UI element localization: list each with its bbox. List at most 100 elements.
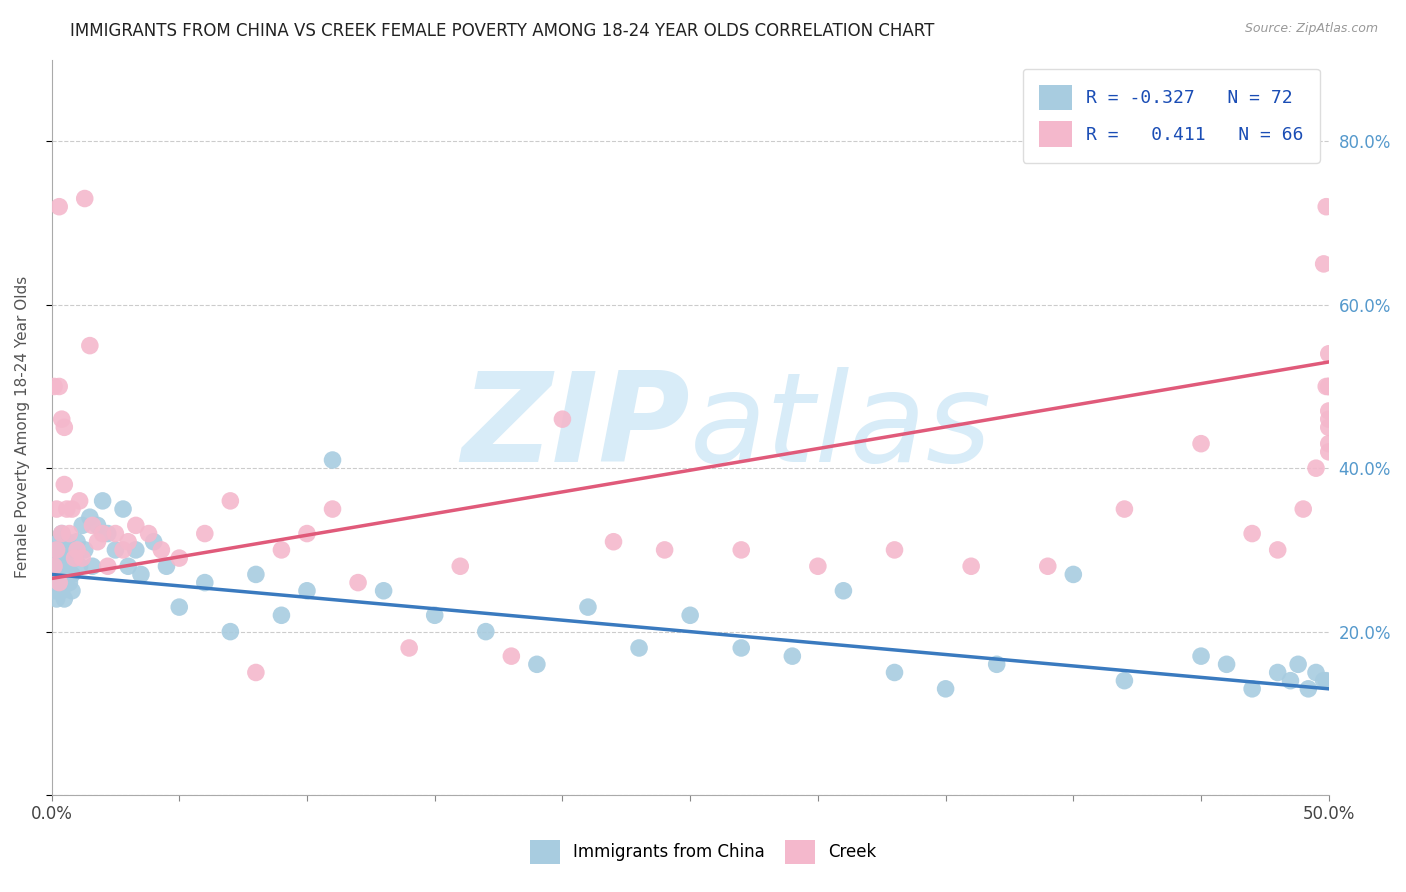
Point — [79, 338, 101, 352]
Point — [1317, 379, 1340, 393]
Point — [576, 600, 599, 615]
Point — [53, 551, 76, 566]
Point — [1036, 559, 1059, 574]
Point — [730, 542, 752, 557]
Point — [82, 518, 104, 533]
Point — [104, 526, 127, 541]
Point — [322, 453, 344, 467]
Point — [56, 559, 79, 574]
Text: ZIP: ZIP — [461, 367, 690, 488]
Point — [53, 567, 76, 582]
Point — [56, 534, 79, 549]
Point — [69, 494, 91, 508]
Point — [42, 583, 65, 598]
Point — [1305, 665, 1327, 680]
Point — [48, 542, 70, 557]
Point — [58, 526, 80, 541]
Point — [51, 526, 73, 541]
Point — [138, 526, 160, 541]
Point — [1317, 404, 1340, 418]
Point — [832, 583, 855, 598]
Point — [66, 542, 89, 557]
Point — [51, 412, 73, 426]
Point — [56, 502, 79, 516]
Point — [91, 526, 114, 541]
Point — [782, 649, 804, 664]
Point — [53, 420, 76, 434]
Point — [1114, 673, 1136, 688]
Point — [1312, 673, 1334, 688]
Point — [270, 608, 292, 623]
Point — [58, 575, 80, 590]
Point — [1267, 665, 1289, 680]
Point — [883, 665, 905, 680]
Legend: R = -0.327   N = 72, R =   0.411   N = 66: R = -0.327 N = 72, R = 0.411 N = 66 — [1022, 69, 1320, 163]
Legend: Immigrants from China, Creek: Immigrants from China, Creek — [523, 833, 883, 871]
Point — [51, 583, 73, 598]
Point — [1315, 673, 1337, 688]
Point — [48, 379, 70, 393]
Text: Source: ZipAtlas.com: Source: ZipAtlas.com — [1244, 22, 1378, 36]
Point — [654, 542, 676, 557]
Point — [45, 591, 67, 606]
Point — [104, 542, 127, 557]
Point — [63, 551, 86, 566]
Point — [79, 510, 101, 524]
Point — [194, 575, 217, 590]
Point — [1189, 649, 1212, 664]
Text: atlas: atlas — [690, 367, 993, 488]
Point — [69, 559, 91, 574]
Point — [245, 567, 267, 582]
Point — [45, 575, 67, 590]
Point — [117, 559, 139, 574]
Point — [883, 542, 905, 557]
Point — [60, 583, 83, 598]
Point — [1312, 257, 1334, 271]
Point — [70, 551, 93, 566]
Point — [501, 649, 523, 664]
Point — [60, 567, 83, 582]
Point — [125, 518, 148, 533]
Point — [48, 575, 70, 590]
Point — [295, 526, 318, 541]
Point — [1317, 347, 1340, 361]
Point — [97, 559, 120, 574]
Point — [125, 542, 148, 557]
Point — [112, 542, 135, 557]
Point — [1317, 412, 1340, 426]
Point — [70, 518, 93, 533]
Point — [1189, 436, 1212, 450]
Point — [449, 559, 471, 574]
Point — [526, 657, 548, 672]
Point — [60, 502, 83, 516]
Point — [1215, 657, 1237, 672]
Point — [960, 559, 983, 574]
Point — [1114, 502, 1136, 516]
Point — [1305, 461, 1327, 475]
Point — [86, 534, 108, 549]
Point — [398, 640, 420, 655]
Point — [935, 681, 957, 696]
Point — [986, 657, 1008, 672]
Point — [97, 526, 120, 541]
Point — [373, 583, 395, 598]
Point — [245, 665, 267, 680]
Point — [807, 559, 830, 574]
Point — [551, 412, 574, 426]
Point — [322, 502, 344, 516]
Point — [42, 542, 65, 557]
Point — [423, 608, 446, 623]
Point — [45, 559, 67, 574]
Point — [1279, 673, 1302, 688]
Point — [48, 575, 70, 590]
Point — [1315, 379, 1337, 393]
Point — [679, 608, 702, 623]
Point — [86, 518, 108, 533]
Point — [53, 591, 76, 606]
Point — [1317, 445, 1340, 459]
Point — [48, 567, 70, 582]
Point — [51, 526, 73, 541]
Point — [45, 542, 67, 557]
Point — [270, 542, 292, 557]
Point — [117, 534, 139, 549]
